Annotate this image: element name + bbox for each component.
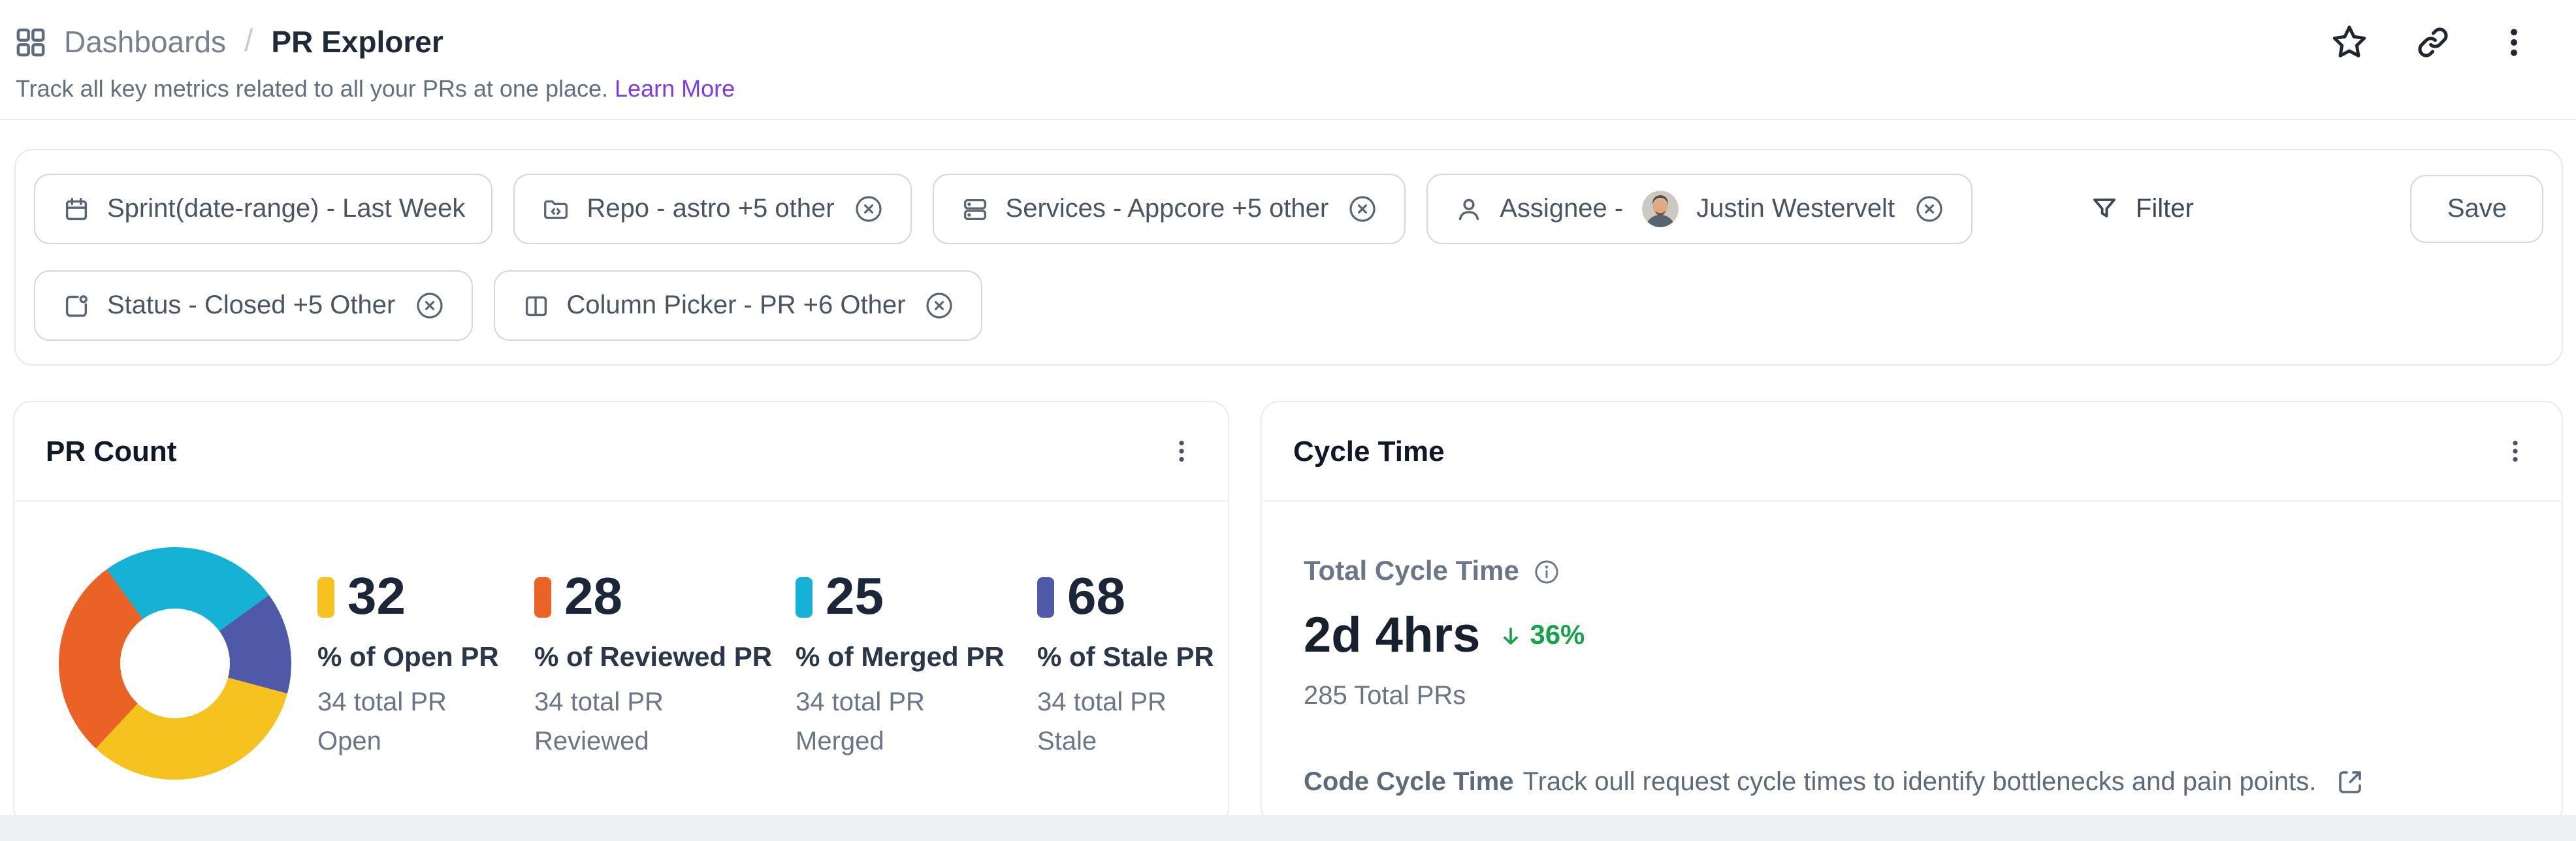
cycle-time-value: 2d 4hrs (1304, 609, 1481, 663)
pr-count-body: 32 % of Open PR 34 total PR Open 28 % of… (14, 501, 1228, 824)
cycle-time-body: Total Cycle Time 2d 4hrs (1262, 501, 2562, 824)
chip-label: Status - Closed +5 Other (107, 291, 396, 319)
stat-value: 28 (564, 567, 622, 625)
filter-chip-sprint[interactable]: Sprint(date-range) - Last Week (34, 174, 493, 244)
breadcrumb: Dashboards / PR Explorer (13, 16, 2550, 68)
close-icon[interactable] (1913, 193, 1944, 225)
chip-label: Services - Appcore +5 other (1005, 194, 1329, 223)
reviewed-pr-swatch (534, 577, 551, 617)
subtitle-text: Track all key metrics related to all you… (16, 76, 609, 102)
close-icon[interactable] (413, 290, 445, 321)
filter-funnel-icon (2089, 193, 2120, 225)
stat-state: Merged (796, 727, 884, 755)
delta-value: 36% (1530, 620, 1585, 650)
page-background-strip (0, 815, 2576, 841)
stat-value: 25 (826, 567, 884, 625)
stat-stale-pr: 68 % of Stale PR 34 total PR Stale (1037, 567, 1228, 757)
cycle-time-footer: Code Cycle Time Track oull request cycle… (1304, 767, 2520, 798)
cycle-time-header: Cycle Time (1262, 402, 2562, 501)
widgets-row: PR Count 32 % of (13, 401, 2563, 825)
stat-label: % of Stale PR (1037, 642, 1214, 672)
more-options-icon[interactable] (2496, 24, 2532, 59)
chip-label: Sprint(date-range) - Last Week (107, 194, 466, 223)
filter-chip-column-picker[interactable]: Column Picker - PR +6 Other (493, 270, 983, 341)
cycle-time-menu-icon[interactable] (2500, 436, 2530, 466)
filter-chip-status[interactable]: Status - Closed +5 Other (34, 270, 473, 341)
repo-icon (541, 194, 571, 224)
pr-count-menu-icon[interactable] (1167, 436, 1197, 466)
stat-reviewed-pr: 28 % of Reviewed PR 34 total PR Reviewed (534, 569, 796, 757)
copy-link-icon[interactable] (2414, 23, 2452, 61)
filter-chip-services[interactable]: Services - Appcore +5 other (932, 174, 1406, 244)
save-button[interactable]: Save (2410, 175, 2543, 243)
stat-total: 34 total PR (1037, 688, 1167, 716)
stat-open-pr: 32 % of Open PR 34 total PR Open (317, 569, 534, 757)
cycle-time-card: Cycle Time Total Cycle Time (1261, 401, 2563, 825)
stale-pr-swatch (1037, 577, 1054, 617)
breadcrumb-dashboards[interactable]: Dashboards (64, 24, 227, 58)
stat-label: % of Reviewed PR (534, 642, 773, 672)
stat-state: Stale (1037, 727, 1097, 755)
stat-value: 32 (347, 567, 406, 625)
stat-state: Reviewed (534, 727, 649, 755)
open-pr-swatch (317, 577, 334, 617)
arrow-down-icon (1498, 624, 1523, 648)
stat-total: 34 total PR (534, 688, 664, 716)
assignee-avatar (1641, 191, 1679, 227)
services-icon (960, 194, 990, 224)
stat-state: Open (317, 727, 381, 755)
cycle-time-delta: 36% (1498, 620, 1585, 652)
pr-count-header: PR Count (14, 402, 1228, 501)
external-link-icon[interactable] (2334, 767, 2366, 798)
footer-text: Track oull request cycle times to identi… (1522, 767, 2317, 796)
pr-count-title: PR Count (46, 434, 177, 467)
filter-bar: Sprint(date-range) - Last Week Repo - as… (14, 149, 2563, 366)
stat-label: % of Open PR (317, 642, 499, 672)
filter-row-2: Status - Closed +5 Other Column Picker -… (34, 270, 2543, 341)
filter-label: Filter (2135, 194, 2194, 223)
stat-total: 34 total PR (317, 688, 447, 716)
footer-title: Code Cycle Time (1304, 767, 1514, 796)
page-title: PR Explorer (271, 24, 443, 58)
chip-label: Assignee - (1500, 194, 1624, 223)
favorite-star-icon[interactable] (2329, 22, 2370, 62)
topbar: Dashboards / PR Explorer (0, 0, 2576, 120)
pr-count-card: PR Count 32 % of (13, 401, 1229, 825)
close-icon[interactable] (924, 290, 955, 321)
pr-count-stats: 32 % of Open PR 34 total PR Open 28 % of… (317, 567, 1228, 757)
breadcrumb-separator: / (244, 24, 253, 59)
top-actions (2329, 22, 2550, 62)
page-subtitle: Track all key metrics related to all you… (16, 76, 2550, 103)
close-icon[interactable] (1347, 193, 1378, 225)
assignee-name: Justin Westervelt (1696, 194, 1895, 223)
cycle-time-total-prs: 285 Total PRs (1304, 682, 1466, 710)
filter-chip-repo[interactable]: Repo - astro +5 other (513, 174, 912, 244)
stat-merged-pr: 25 % of Merged PR 34 total PR Merged (796, 569, 1037, 757)
info-icon[interactable] (1532, 558, 1561, 586)
total-cycle-time-label: Total Cycle Time (1304, 556, 1519, 586)
calendar-icon (61, 194, 91, 224)
filter-button[interactable]: Filter (2089, 193, 2194, 225)
cycle-time-title: Cycle Time (1293, 434, 1445, 467)
chip-label: Repo - astro +5 other (587, 194, 835, 223)
total-cycle-time-row: Total Cycle Time (1304, 556, 2520, 588)
dashboards-grid-icon (13, 24, 48, 59)
pr-count-donut-chart (59, 547, 291, 779)
filter-row-1: Sprint(date-range) - Last Week Repo - as… (34, 174, 2543, 244)
learn-more-link[interactable]: Learn More (615, 76, 735, 102)
filter-chip-assignee[interactable]: Assignee - Justin Westervelt (1426, 174, 1972, 244)
assignee-icon (1454, 194, 1484, 224)
stat-label: % of Merged PR (796, 642, 1005, 672)
stat-value: 68 (1067, 567, 1125, 625)
donut-hole (120, 608, 230, 718)
close-icon[interactable] (853, 193, 884, 225)
cycle-time-value-row: 2d 4hrs 36% (1304, 611, 2520, 661)
column-picker-icon (521, 291, 551, 321)
stat-total: 34 total PR (796, 688, 925, 716)
merged-pr-swatch (796, 577, 813, 617)
status-icon (61, 291, 91, 321)
chip-label: Column Picker - PR +6 Other (566, 291, 906, 319)
